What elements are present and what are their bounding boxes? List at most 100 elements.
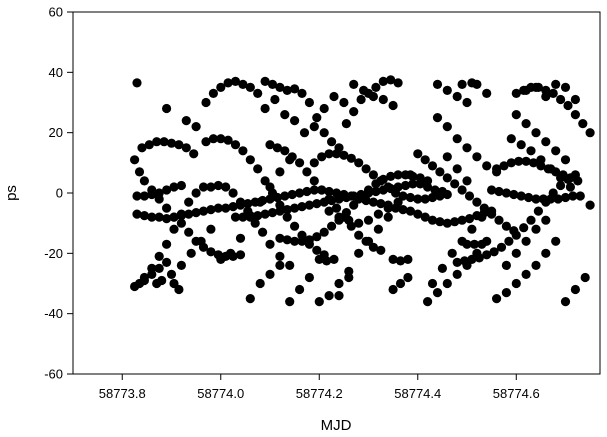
data-point — [395, 256, 406, 266]
data-point — [551, 79, 561, 89]
data-point — [501, 188, 511, 198]
data-point — [327, 221, 337, 231]
data-point — [506, 158, 516, 168]
y-tick-label: 20 — [49, 125, 63, 140]
data-point — [516, 140, 526, 150]
data-point — [504, 236, 514, 246]
data-point — [314, 297, 324, 307]
data-point — [556, 173, 566, 183]
data-point — [519, 223, 529, 233]
data-point — [575, 191, 585, 201]
data-point — [245, 212, 255, 222]
data-point — [329, 91, 339, 102]
data-point — [181, 116, 191, 126]
data-point — [349, 191, 359, 201]
data-point — [511, 230, 521, 240]
data-point — [235, 200, 246, 210]
data-point — [189, 149, 199, 159]
data-point — [388, 284, 398, 295]
data-point — [563, 100, 573, 111]
data-point — [464, 191, 475, 201]
data-point — [383, 212, 393, 222]
data-point — [521, 269, 531, 279]
data-point — [270, 94, 280, 105]
data-point — [304, 235, 314, 245]
data-point — [334, 143, 344, 153]
data-point — [147, 212, 157, 222]
data-point — [354, 158, 364, 168]
data-point — [573, 176, 583, 186]
data-point — [376, 245, 386, 255]
data-point — [361, 164, 371, 174]
data-point — [457, 215, 467, 225]
data-point — [154, 263, 164, 273]
data-point — [442, 218, 452, 228]
y-tick-label: -20 — [44, 246, 63, 261]
data-point — [383, 182, 393, 192]
data-point — [472, 248, 482, 258]
data-point — [442, 278, 452, 289]
data-point — [344, 215, 354, 225]
data-point — [290, 221, 300, 231]
data-point — [280, 191, 290, 201]
data-point — [154, 212, 164, 222]
data-point — [174, 140, 184, 150]
data-point — [324, 186, 334, 197]
data-point — [378, 94, 388, 105]
data-point — [354, 230, 364, 240]
data-point — [245, 82, 255, 92]
data-point — [260, 76, 270, 86]
data-point — [363, 236, 374, 246]
data-point — [413, 149, 423, 159]
data-point — [462, 143, 472, 153]
data-point — [265, 269, 275, 279]
data-point — [469, 239, 479, 249]
data-point — [405, 206, 415, 216]
data-point — [413, 209, 423, 219]
data-point — [442, 173, 452, 183]
data-point — [267, 79, 278, 89]
data-point — [235, 233, 246, 243]
data-point — [139, 191, 149, 201]
data-point — [531, 194, 541, 204]
data-point — [570, 94, 581, 105]
data-point — [176, 211, 186, 221]
data-point — [346, 153, 356, 163]
data-point — [139, 211, 149, 221]
data-point — [427, 215, 438, 225]
data-point — [206, 182, 216, 192]
data-point — [452, 164, 462, 174]
data-point — [452, 134, 462, 144]
data-point — [285, 155, 295, 165]
data-point — [184, 209, 194, 219]
data-point — [482, 88, 492, 98]
data-point — [388, 254, 398, 264]
data-point — [260, 103, 270, 114]
data-point — [181, 143, 191, 153]
data-point — [191, 208, 201, 218]
data-point — [499, 161, 509, 171]
data-point — [496, 242, 507, 252]
data-point — [427, 192, 438, 203]
data-point — [457, 236, 467, 246]
data-point — [371, 82, 381, 92]
data-point — [400, 180, 411, 191]
data-point — [403, 254, 413, 264]
data-point — [528, 158, 539, 168]
data-point — [415, 173, 425, 183]
data-point — [538, 194, 549, 204]
data-point — [341, 119, 351, 129]
data-point — [324, 149, 334, 159]
data-point — [132, 78, 142, 88]
data-point — [169, 212, 179, 222]
data-point — [297, 236, 307, 246]
data-point — [472, 79, 482, 89]
data-point — [405, 170, 415, 180]
data-point — [556, 94, 566, 105]
data-point — [452, 269, 462, 279]
data-point — [134, 167, 145, 177]
data-point — [132, 191, 142, 201]
data-point — [482, 250, 492, 260]
data-point — [570, 284, 581, 295]
